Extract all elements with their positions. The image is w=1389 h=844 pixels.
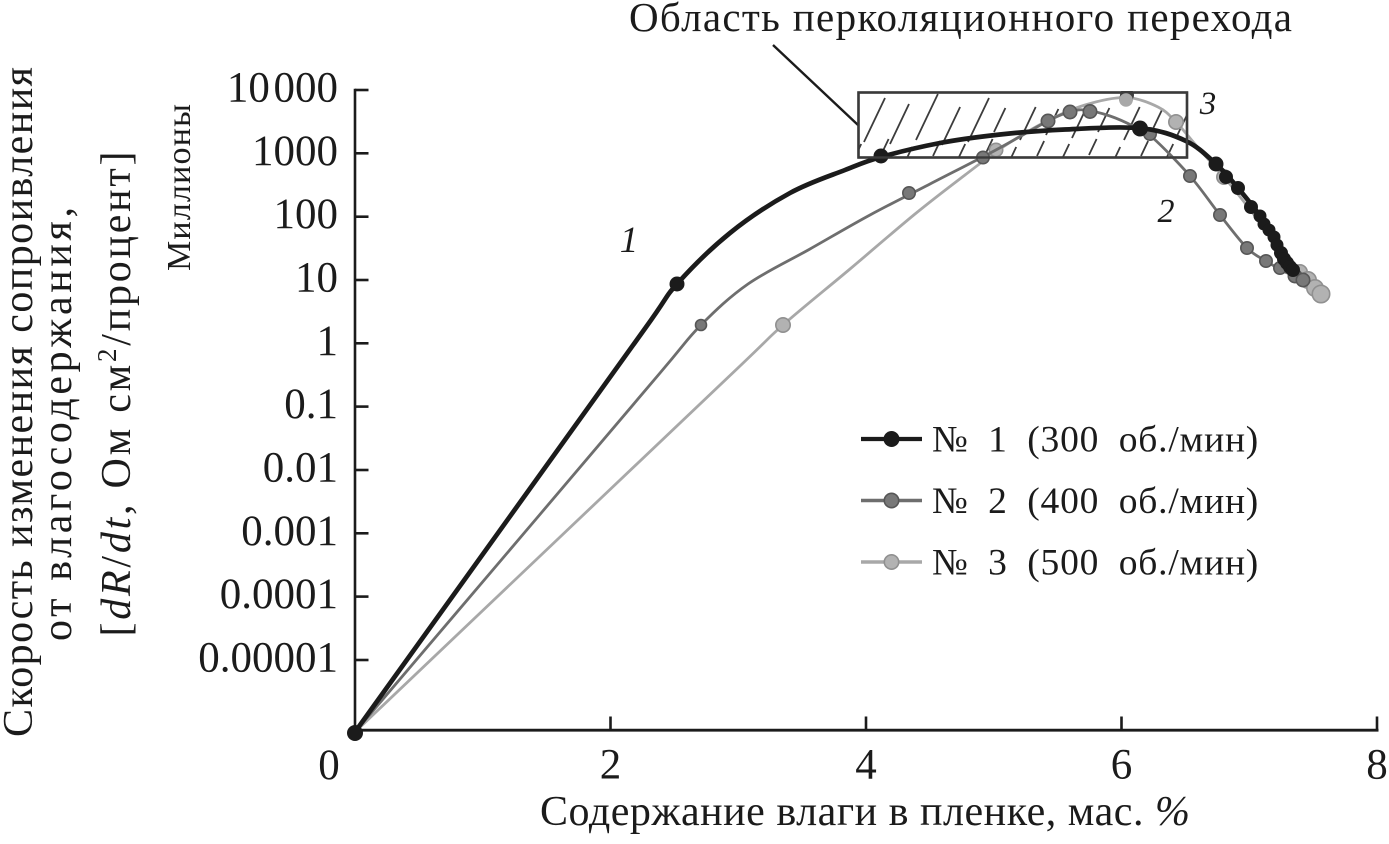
- svg-text:Миллионы: Миллионы: [161, 104, 198, 271]
- svg-text:1: 1: [620, 220, 639, 261]
- svg-text:0: 0: [318, 742, 340, 789]
- svg-text:от влагосодержания,: от влагосодержания,: [35, 207, 81, 641]
- svg-text:0.1: 0.1: [284, 381, 338, 428]
- svg-text:0.00001: 0.00001: [198, 635, 338, 682]
- svg-text:Скорость изменения сопроивлени: Скорость изменения сопроивления: [0, 67, 42, 737]
- svg-text:3: 3: [1199, 86, 1217, 122]
- svg-text:8: 8: [1366, 742, 1388, 789]
- svg-text:№ 2 (400 об./мин): № 2 (400 об./мин): [932, 481, 1259, 522]
- svg-text:1: 1: [317, 318, 339, 365]
- svg-text:10: 10: [295, 255, 338, 302]
- svg-text:0.0001: 0.0001: [220, 571, 338, 618]
- svg-text:10 000: 10 000: [227, 65, 338, 112]
- svg-text:2: 2: [1158, 193, 1175, 230]
- svg-text:№ 1 (300 об./мин): № 1 (300 об./мин): [932, 420, 1259, 461]
- svg-text:Содержание влаги в пленке, мас: Содержание влаги в пленке, мас. %: [540, 789, 1190, 835]
- svg-text:100: 100: [274, 191, 339, 238]
- svg-text:Область перколяционного перехо: Область перколяционного перехода: [629, 0, 1292, 40]
- svg-text:0.01: 0.01: [263, 445, 338, 492]
- svg-text:0.001: 0.001: [241, 508, 338, 555]
- svg-text:6: 6: [1111, 742, 1133, 789]
- svg-text:№ 3 (500 об./мин): № 3 (500 об./мин): [932, 543, 1259, 584]
- svg-text:1000: 1000: [252, 128, 338, 175]
- svg-text:4: 4: [855, 742, 877, 789]
- svg-text:2: 2: [600, 742, 622, 789]
